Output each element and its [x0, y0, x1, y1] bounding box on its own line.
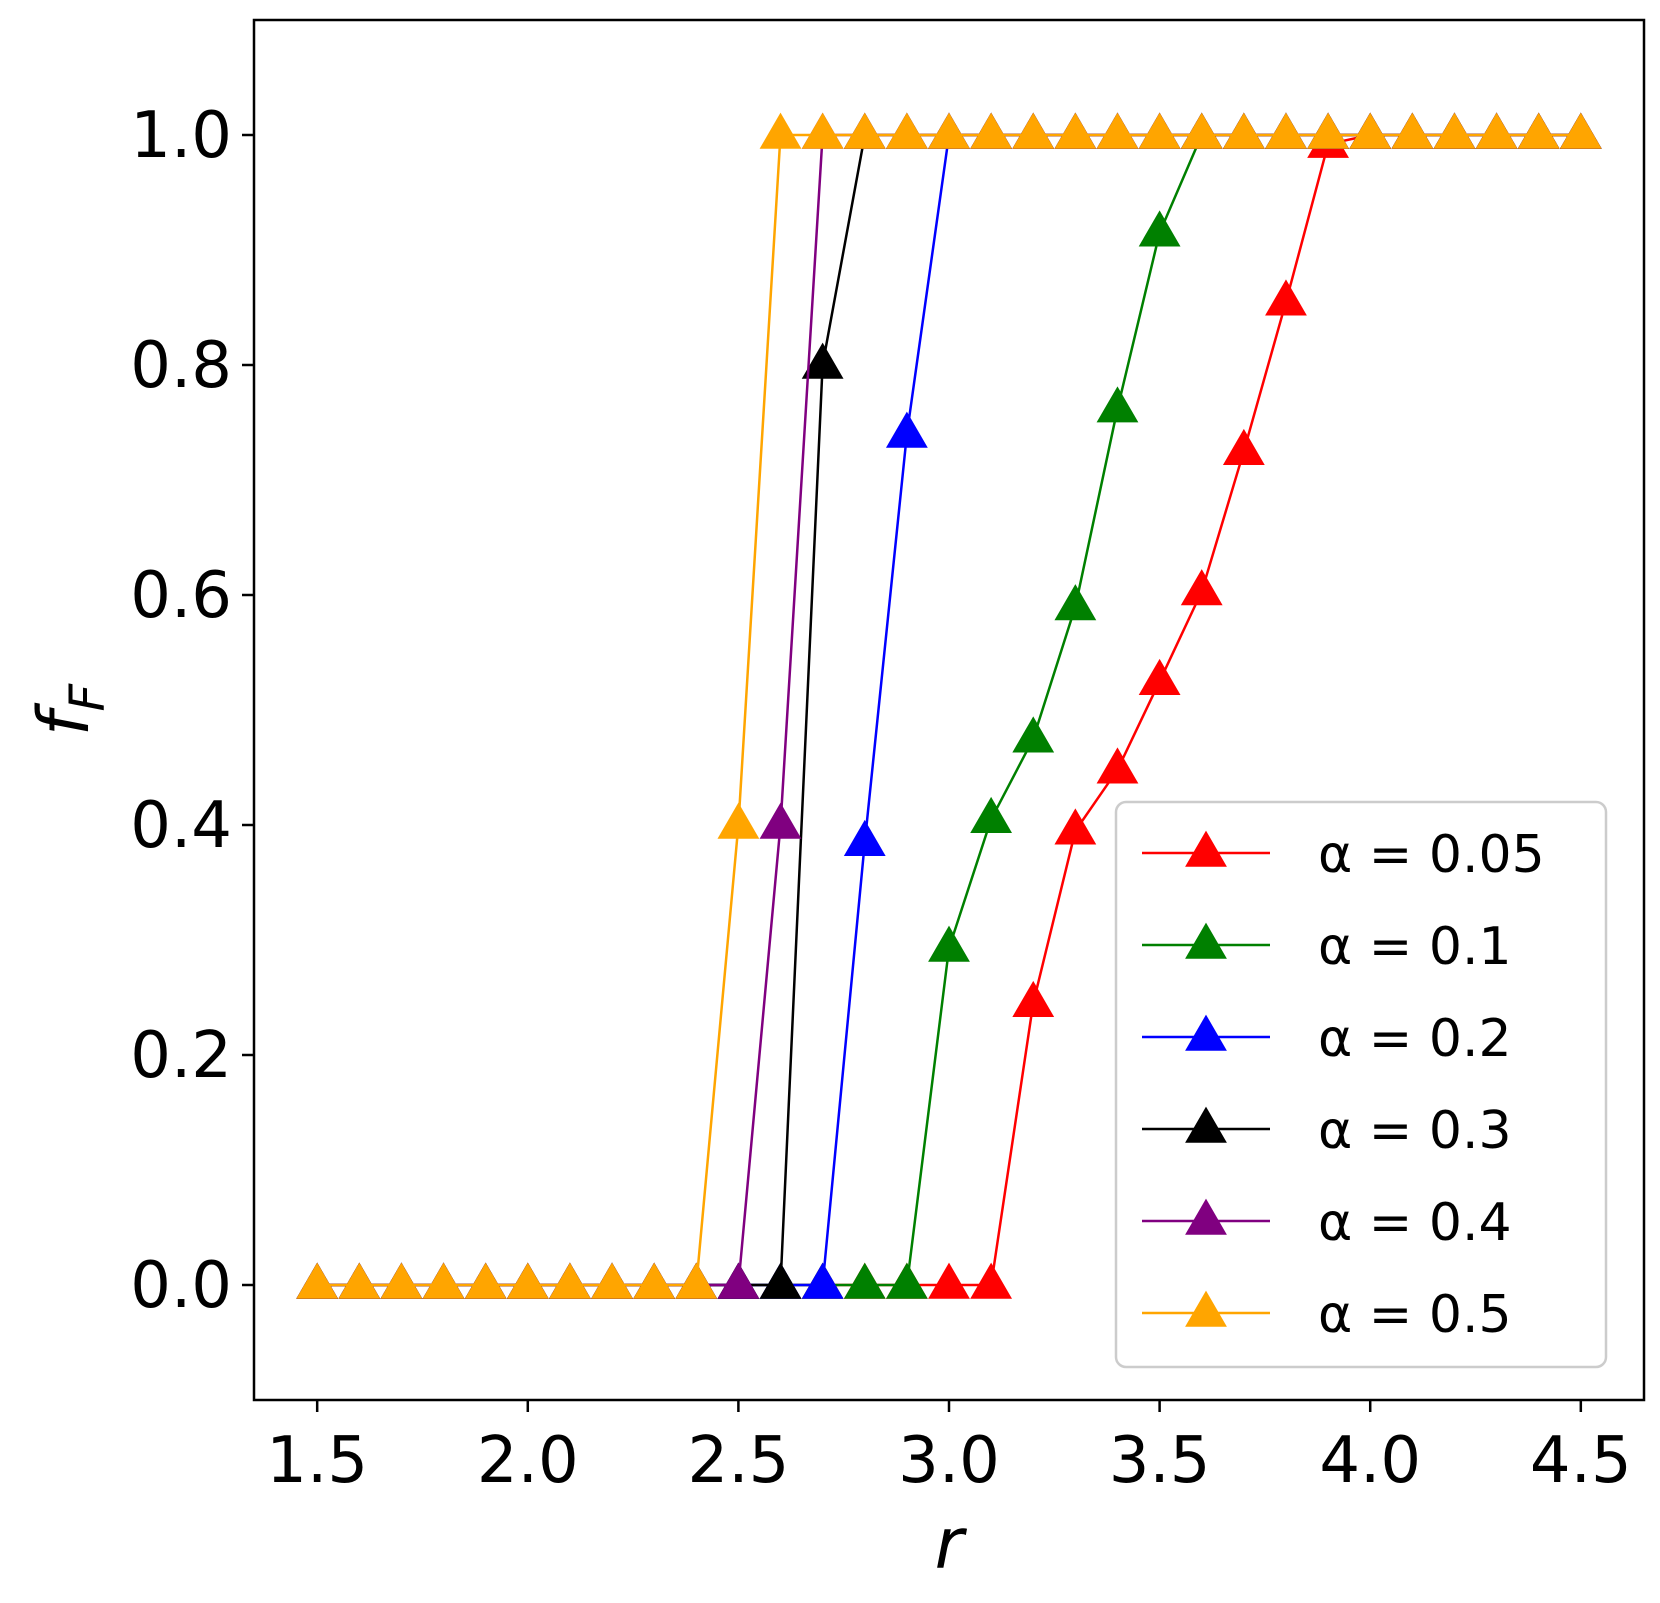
- data-point: [1054, 808, 1097, 845]
- data-point: [1138, 112, 1181, 149]
- data-point: [1222, 428, 1265, 465]
- data-point: [1012, 716, 1055, 753]
- data-point: [296, 1262, 339, 1299]
- legend: α = 0.05 α = 0.1 α = 0.2 α = 0.3 α = 0.4 α = …: [1114, 800, 1608, 1369]
- data-point: [1349, 112, 1392, 149]
- legend-entry: α = 0.2: [1142, 1009, 1512, 1069]
- data-point: [928, 925, 970, 962]
- data-point: [801, 112, 844, 149]
- data-point: [675, 1262, 718, 1299]
- data-point: [1222, 112, 1265, 149]
- legend-marker: [1185, 1014, 1227, 1051]
- y-axis-label-sub: F: [60, 682, 116, 711]
- data-point: [759, 802, 802, 839]
- legend-label: α = 0.4: [1318, 1193, 1512, 1253]
- y-axis: 0.0 0.2 0.4 0.6 0.8 1.0: [130, 99, 254, 1323]
- data-point: [885, 1262, 928, 1299]
- legend-entry: α = 0.4: [1142, 1193, 1512, 1253]
- data-point: [1054, 584, 1097, 621]
- x-tick-label: 3.0: [898, 1424, 1000, 1498]
- legend-label: α = 0.5: [1318, 1285, 1512, 1345]
- y-tick-label: 0.0: [130, 1249, 232, 1323]
- y-tick-label: 0.8: [130, 329, 232, 403]
- data-point: [591, 1262, 633, 1299]
- data-point: [801, 1262, 844, 1299]
- y-tick-label: 1.0: [130, 99, 232, 173]
- x-tick-label: 2.0: [477, 1424, 579, 1498]
- data-point: [464, 1262, 507, 1299]
- data-point: [717, 802, 760, 839]
- data-point: [717, 1262, 760, 1299]
- data-point: [885, 411, 928, 448]
- data-point: [759, 1262, 802, 1299]
- x-tick-label: 4.5: [1530, 1424, 1632, 1498]
- data-point: [422, 1262, 465, 1299]
- data-point: [1096, 386, 1139, 423]
- legend-marker: [1185, 1198, 1227, 1235]
- data-point: [1180, 112, 1223, 149]
- legend-marker: [1185, 1290, 1227, 1327]
- x-axis: 1.5 2.0 2.5 3.0 3.5 4.0 4.5: [266, 1400, 1632, 1498]
- data-point: [1096, 747, 1139, 784]
- legend-label: α = 0.1: [1318, 917, 1512, 977]
- series-5: [296, 112, 1602, 1299]
- legend-frame: [1114, 800, 1608, 1369]
- data-point: [1391, 112, 1434, 149]
- data-point: [843, 819, 886, 856]
- plot-area: [252, 18, 1646, 1402]
- data-point: [928, 1262, 970, 1299]
- data-point: [1180, 569, 1223, 606]
- data-point: [843, 1262, 886, 1299]
- legend-entry: α = 0.3: [1142, 1101, 1512, 1161]
- data-point: [1265, 279, 1307, 316]
- data-point: [549, 1262, 591, 1299]
- legend-label: α = 0.3: [1318, 1101, 1512, 1161]
- y-axis-label: fF: [23, 682, 116, 736]
- data-point: [885, 112, 928, 149]
- legend-marker: [1185, 830, 1227, 867]
- data-point: [1054, 112, 1097, 149]
- data-point: [506, 1262, 549, 1299]
- series-layer: [296, 112, 1602, 1299]
- data-point: [1475, 112, 1518, 149]
- legend-marker: [1185, 922, 1227, 959]
- data-point: [380, 1262, 423, 1299]
- y-tick-label: 0.4: [130, 789, 232, 863]
- legend-entry: α = 0.05: [1142, 825, 1545, 885]
- x-tick-label: 1.5: [266, 1424, 368, 1498]
- data-point: [970, 796, 1013, 833]
- data-point: [1265, 112, 1307, 149]
- data-point: [1138, 210, 1181, 247]
- data-point: [1096, 112, 1139, 149]
- legend-entry: α = 0.1: [1142, 917, 1512, 977]
- data-point: [970, 112, 1013, 149]
- x-tick-label: 2.5: [688, 1424, 790, 1498]
- x-axis-label: r: [935, 1503, 968, 1585]
- data-point: [1559, 112, 1602, 149]
- data-point: [759, 112, 802, 149]
- data-point: [1517, 112, 1560, 149]
- x-tick-label: 3.5: [1109, 1424, 1211, 1498]
- data-point: [1012, 980, 1055, 1017]
- y-tick-label: 0.2: [130, 1019, 232, 1093]
- data-point: [1138, 658, 1181, 695]
- data-point: [1012, 112, 1055, 149]
- data-point: [1433, 112, 1476, 149]
- legend-label: α = 0.2: [1318, 1009, 1512, 1069]
- data-point: [970, 1262, 1013, 1299]
- data-point: [801, 342, 844, 379]
- y-tick-label: 0.6: [130, 559, 232, 633]
- data-point: [338, 1262, 381, 1299]
- legend-label: α = 0.05: [1318, 825, 1545, 885]
- legend-marker: [1185, 1106, 1227, 1143]
- data-point: [1307, 112, 1349, 149]
- x-tick-label: 4.0: [1319, 1424, 1421, 1498]
- data-point: [633, 1262, 676, 1299]
- legend-entry: α = 0.5: [1142, 1285, 1512, 1345]
- data-point: [928, 112, 970, 149]
- data-point: [843, 112, 886, 149]
